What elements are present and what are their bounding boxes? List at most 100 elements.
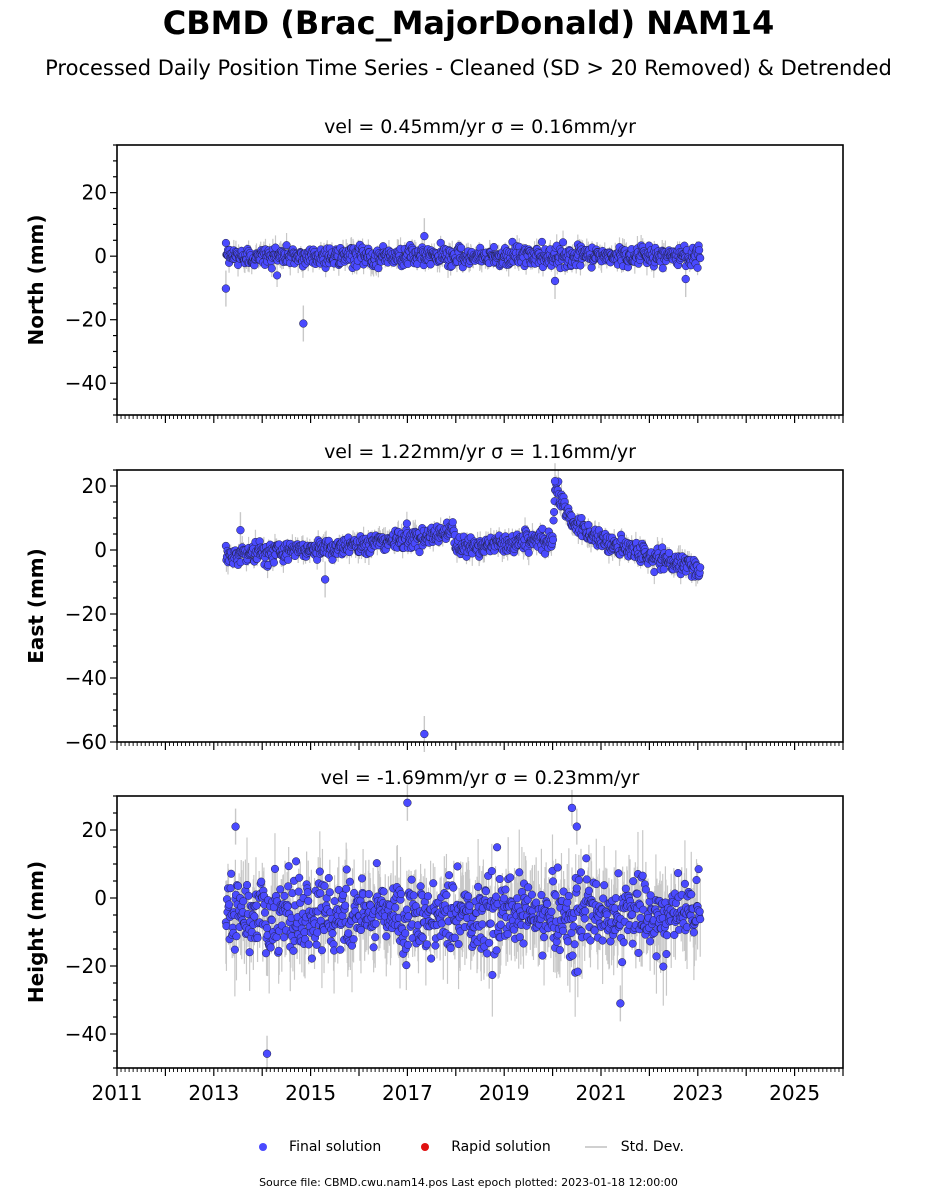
data-point xyxy=(495,874,504,884)
legend-rapid-marker xyxy=(415,1137,435,1157)
outlier-point xyxy=(616,999,625,1008)
source-footer: Source file: CBMD.cwu.nam14.pos Last epo… xyxy=(259,1176,678,1189)
data-point xyxy=(694,865,703,874)
y-axis-label: Height (mm) xyxy=(24,861,48,1003)
data-point xyxy=(503,930,512,939)
data-point xyxy=(303,888,312,897)
data-point xyxy=(548,535,558,544)
legend: Final solution Rapid solution Std. Dev. xyxy=(0,1136,937,1158)
data-point xyxy=(325,888,334,897)
data-point xyxy=(449,883,458,892)
data-point xyxy=(349,935,358,944)
data-point xyxy=(307,954,316,963)
data-point xyxy=(558,238,568,247)
outlier-point xyxy=(420,232,429,241)
data-point xyxy=(634,948,643,957)
data-point xyxy=(422,940,431,949)
data-point xyxy=(304,940,313,949)
data-point xyxy=(600,881,609,890)
data-point xyxy=(225,900,234,909)
data-point xyxy=(576,868,586,877)
data-point xyxy=(356,925,366,935)
data-point xyxy=(618,958,627,967)
data-point xyxy=(401,929,410,938)
data-point xyxy=(550,507,559,517)
outlier-point xyxy=(550,276,560,286)
data-point xyxy=(227,869,236,878)
data-point xyxy=(491,892,501,901)
data-point xyxy=(537,237,546,246)
legend-final-label: Final solution xyxy=(289,1139,382,1155)
data-point xyxy=(253,933,262,942)
data-point xyxy=(418,933,427,942)
data-point xyxy=(564,891,573,900)
data-point xyxy=(582,854,591,863)
data-point xyxy=(570,940,579,949)
data-point xyxy=(328,929,337,938)
data-point xyxy=(584,886,593,895)
chart-subtitle: Processed Daily Position Time Series - C… xyxy=(45,56,892,80)
data-point xyxy=(372,859,381,868)
data-point xyxy=(581,907,590,916)
data-point xyxy=(549,516,558,525)
data-point xyxy=(397,889,406,899)
data-point xyxy=(336,945,345,954)
data-point xyxy=(427,954,436,963)
data-point xyxy=(483,949,492,958)
panel-title: vel = -1.69mm/yr σ = 0.23mm/yr xyxy=(321,767,640,789)
data-point xyxy=(515,868,524,877)
x-tick-label: 2021 xyxy=(576,1081,627,1105)
outlier-point xyxy=(231,822,240,831)
data-point xyxy=(284,555,293,564)
data-point xyxy=(402,519,411,528)
data-point xyxy=(464,892,473,901)
data-point xyxy=(576,261,585,270)
data-point xyxy=(638,871,647,880)
data-point xyxy=(524,883,533,892)
legend-final: Final solution xyxy=(253,1137,381,1157)
data-point xyxy=(283,902,292,911)
data-point xyxy=(662,949,671,959)
data-point xyxy=(652,952,661,961)
data-point xyxy=(687,890,696,899)
data-point xyxy=(391,903,400,912)
data-point xyxy=(537,890,546,900)
legend-std-label: Std. Dev. xyxy=(620,1139,684,1155)
data-point xyxy=(662,931,672,940)
y-tick-label: −40 xyxy=(65,371,107,395)
outlier-point xyxy=(567,803,577,813)
data-point xyxy=(487,867,496,876)
data-point xyxy=(696,254,705,263)
data-point xyxy=(619,938,628,947)
data-point xyxy=(506,873,515,882)
outlier-point xyxy=(221,284,231,293)
data-point xyxy=(587,263,596,272)
data-point xyxy=(403,940,412,949)
data-point xyxy=(252,901,261,910)
data-point xyxy=(269,558,278,567)
chart-title: CBMD (Brac_MajorDonald) NAM14 xyxy=(162,4,775,42)
data-point xyxy=(558,926,568,935)
data-point xyxy=(242,880,252,890)
data-point xyxy=(320,881,329,890)
data-point xyxy=(501,885,510,894)
data-point xyxy=(599,894,608,903)
data-point xyxy=(276,885,285,894)
data-point xyxy=(574,876,583,885)
data-point xyxy=(284,882,293,891)
data-point xyxy=(280,891,289,901)
panel-title: vel = 0.45mm/yr σ = 0.16mm/yr xyxy=(324,116,636,138)
data-point xyxy=(317,946,326,955)
data-layer xyxy=(221,784,705,1072)
y-axis-label: East (mm) xyxy=(24,548,48,664)
data-point xyxy=(592,880,601,889)
x-tick-label: 2015 xyxy=(285,1081,336,1105)
panel-title: vel = 1.22mm/yr σ = 1.16mm/yr xyxy=(324,441,636,463)
data-point xyxy=(230,945,239,954)
data-point xyxy=(292,857,301,866)
data-point xyxy=(371,919,380,928)
plot-frame xyxy=(116,469,844,743)
data-point xyxy=(492,946,501,955)
data-point xyxy=(342,884,351,893)
data-point xyxy=(481,887,491,896)
